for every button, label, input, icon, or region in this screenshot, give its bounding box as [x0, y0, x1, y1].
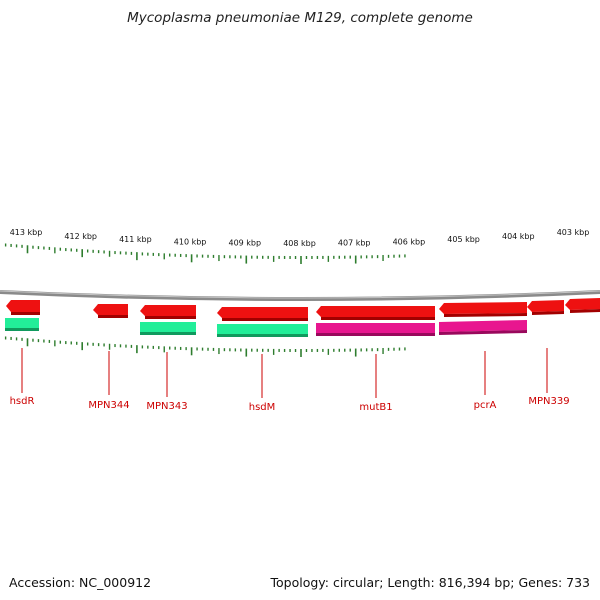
gene-label-hsdR: hsdR — [10, 396, 35, 407]
gene-MPN339-red[interactable] — [527, 300, 564, 315]
kbp-label: 407 kbp — [338, 239, 371, 248]
gene-leader-lines — [21, 348, 548, 398]
gene-label-MPN339: MPN339 — [528, 396, 569, 407]
kbp-label: 412 kbp — [64, 232, 97, 241]
gene-hsdM-green[interactable] — [217, 324, 308, 337]
gene-MPN343-red[interactable] — [140, 305, 196, 319]
topology-text: Topology: circular; Length: 816,394 bp; … — [270, 575, 591, 590]
kbp-labels: 413 kbp 412 kbp 411 kbp 410 kbp 409 kbp 408 k… — [10, 228, 590, 248]
kbp-label: 405 kbp — [447, 235, 480, 244]
gene-hsdM-red[interactable] — [217, 307, 308, 321]
gene-label-pcrA: pcrA — [474, 400, 497, 411]
gene-MPN344-red[interactable] — [93, 304, 128, 318]
gene-hsdR-green[interactable] — [5, 318, 39, 331]
gene-label-mutB1: mutB1 — [359, 402, 392, 413]
kbp-label: 408 kbp — [283, 239, 316, 248]
map-title: Mycoplasma pneumoniae M129, complete gen… — [127, 10, 473, 26]
gene-mutB1-red[interactable] — [316, 306, 435, 320]
kbp-label: 409 kbp — [228, 239, 261, 248]
gene-MPN343-green[interactable] — [140, 322, 196, 335]
gene-label-MPN343: MPN343 — [146, 401, 187, 412]
kbp-label: 403 kbp — [557, 228, 590, 237]
kbp-label: 406 kbp — [393, 237, 426, 246]
gene-label-hsdM: hsdM — [249, 402, 276, 413]
kbp-label: 413 kbp — [10, 228, 43, 237]
genome-backbone — [0, 290, 600, 301]
kbp-label: 410 kbp — [174, 237, 207, 246]
kbp-label: 411 kbp — [119, 235, 152, 244]
kbp-label: 404 kbp — [502, 232, 535, 241]
gene-hsdR-red[interactable] — [6, 300, 40, 315]
bottom-ticks — [4, 336, 406, 357]
gene-pcrA-magenta[interactable] — [439, 320, 527, 335]
gene-pcrA-red[interactable] — [439, 302, 527, 317]
accession-text: Accession: NC_000912 — [9, 575, 152, 590]
gene-edge-red[interactable] — [565, 298, 600, 313]
top-ticks — [4, 243, 406, 264]
gene-mutB1-magenta[interactable] — [316, 323, 435, 336]
gene-label-MPN344: MPN344 — [88, 400, 129, 411]
